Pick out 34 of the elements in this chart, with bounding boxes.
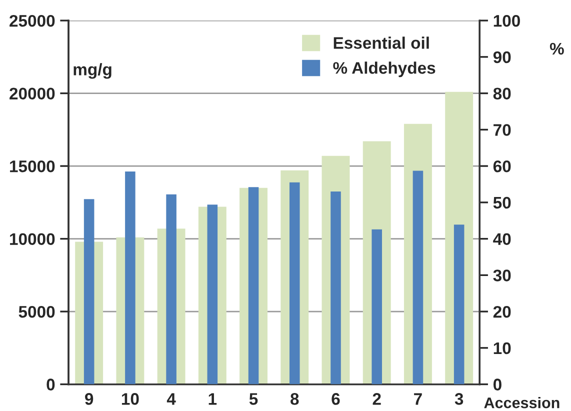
y-axis-title: mg/g: [74, 63, 112, 79]
x-tick-label: 3: [454, 393, 464, 405]
x-tick-label: 2: [372, 393, 381, 405]
y2-tick-label: 80: [493, 88, 511, 100]
y-tick-label: 20000: [10, 88, 55, 100]
y2-tick-label: 100: [494, 14, 520, 27]
x-tick-label: 10: [122, 393, 139, 405]
x-tick-label: 7: [414, 393, 422, 405]
legend-label: Essential oil: [334, 36, 429, 49]
x-tick-label: 9: [85, 393, 94, 405]
x-tick-label: 4: [166, 393, 176, 405]
y-tick-label: 10000: [10, 233, 55, 245]
x-axis-title: Accession: [484, 397, 560, 408]
y2-tick-label: 90: [493, 51, 511, 64]
y-tick-label: 5000: [18, 306, 55, 318]
y2-tick-label: 70: [494, 124, 511, 136]
y2-tick-label: 20: [493, 306, 511, 318]
y2-tick-label: 30: [493, 270, 511, 282]
y2-tick-label: 50: [493, 196, 511, 209]
y2-axis-title: %: [550, 42, 564, 55]
bar: [372, 229, 382, 384]
x-tick-label: 8: [290, 393, 299, 405]
legend-label: % Aldehydes: [333, 62, 436, 78]
y-tick-label: 25000: [10, 14, 55, 27]
y2-tick-label: 40: [493, 233, 511, 245]
x-tick-label: 1: [208, 393, 217, 405]
y2-tick-label: 60: [493, 160, 511, 172]
y2-tick-label: 0: [493, 378, 502, 390]
x-tick-label: 6: [332, 393, 340, 405]
x-tick-label: 5: [249, 393, 258, 405]
y-tick-label: 15000: [10, 160, 55, 172]
y2-tick-label: 10: [494, 342, 511, 354]
y-tick-label: 0: [46, 378, 55, 390]
bar: [454, 224, 464, 384]
